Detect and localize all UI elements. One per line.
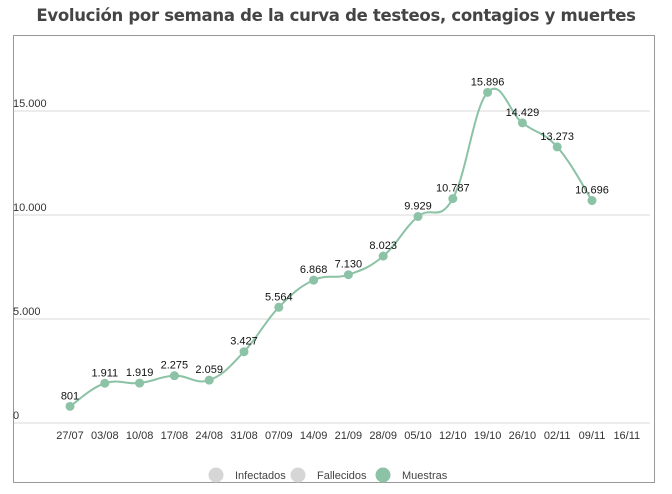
data-label: 7.130 (335, 259, 363, 271)
chart-frame (13, 35, 655, 483)
data-point[interactable] (378, 251, 388, 261)
x-tick-label: 05/10 (404, 430, 432, 442)
data-label: 14.429 (506, 107, 540, 119)
data-label: 1.911 (91, 367, 118, 379)
x-tick-label: 02/11 (544, 430, 571, 442)
data-label: 2.275 (161, 360, 189, 372)
y-tick-label: 0 (13, 410, 19, 422)
data-point[interactable] (343, 270, 353, 280)
x-tick-label: 28/09 (369, 430, 397, 442)
x-tick-label: 14/09 (300, 430, 328, 442)
data-point[interactable] (413, 211, 423, 221)
legend-label: Fallecidos (317, 470, 367, 482)
legend-item-muestras[interactable]: Muestras (375, 467, 448, 483)
data-label: 2.059 (195, 364, 223, 376)
x-tick-label: 24/08 (195, 430, 223, 442)
x-tick-label: 09/11 (579, 430, 606, 442)
data-point[interactable] (100, 378, 110, 388)
data-label: 3.427 (230, 336, 258, 348)
x-tick-label: 10/08 (126, 430, 154, 442)
data-point[interactable] (65, 401, 75, 411)
legend-marker (375, 467, 391, 483)
data-point[interactable] (169, 371, 179, 381)
data-point[interactable] (274, 302, 284, 312)
x-tick-label: 19/10 (474, 430, 502, 442)
data-point[interactable] (517, 118, 527, 128)
legend-item-infectados[interactable]: Infectados (208, 467, 287, 483)
data-label: 13.273 (540, 131, 574, 143)
data-label: 10.787 (436, 183, 470, 195)
data-label: 9.929 (404, 200, 432, 212)
y-tick-label: 15.000 (13, 98, 47, 110)
y-tick-label: 10.000 (13, 202, 47, 214)
data-point[interactable] (309, 275, 319, 285)
series-line-muestras (69, 87, 593, 408)
chart-title: Evolución por semana de la curva de test… (36, 6, 636, 25)
x-tick-label: 17/08 (161, 430, 189, 442)
x-tick-label: 03/08 (91, 430, 119, 442)
x-tick-label: 12/10 (439, 430, 467, 442)
data-point[interactable] (448, 194, 458, 204)
legend-marker (208, 467, 224, 483)
x-tick-label: 26/10 (509, 430, 537, 442)
x-tick-label: 31/08 (230, 430, 258, 442)
data-label: 8.023 (369, 240, 397, 252)
data-label: 5.564 (265, 291, 293, 303)
legend-label: Infectados (235, 470, 286, 482)
data-label: 15.896 (471, 76, 505, 88)
legend-marker (290, 467, 306, 483)
data-label: 6.868 (300, 264, 328, 276)
data-point[interactable] (483, 87, 493, 97)
x-tick-label: 16/11 (613, 430, 640, 442)
data-label: 10.696 (575, 185, 609, 197)
data-point[interactable] (552, 142, 562, 152)
data-label: 1.919 (126, 367, 154, 379)
data-point[interactable] (204, 375, 214, 385)
x-tick-label: 07/09 (265, 430, 293, 442)
x-tick-label: 27/07 (56, 430, 84, 442)
data-label: 801 (61, 390, 79, 402)
legend-item-fallecidos[interactable]: Fallecidos (290, 467, 368, 483)
data-point[interactable] (587, 196, 597, 206)
x-tick-label: 21/09 (335, 430, 363, 442)
y-tick-label: 5.000 (13, 306, 41, 318)
data-point[interactable] (135, 378, 145, 388)
legend-label: Muestras (402, 470, 448, 482)
data-point[interactable] (239, 347, 249, 357)
